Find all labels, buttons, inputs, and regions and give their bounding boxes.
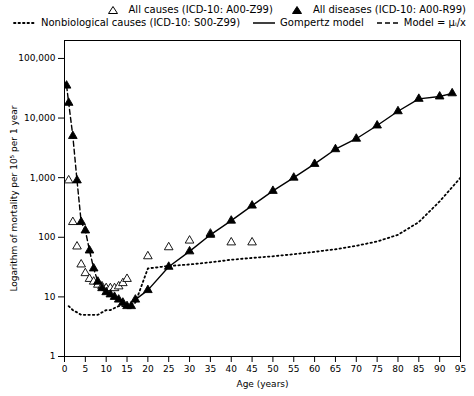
svg-text:30: 30	[184, 364, 196, 374]
svg-text:10: 10	[44, 292, 56, 302]
svg-text:95: 95	[455, 364, 466, 374]
svg-text:1: 1	[50, 351, 56, 361]
svg-text:20: 20	[142, 364, 154, 374]
html-text:Model = μᵢ/x: Model = μᵢ/x	[403, 17, 466, 28]
svg-text:10: 10	[100, 364, 112, 374]
svg-text:1,000: 1,000	[30, 173, 56, 183]
html-text:All causes (ICD-10: A00-Z99): All causes (ICD-10: A00-Z99)	[128, 4, 273, 15]
html-text:Gompertz model: Gompertz model	[280, 17, 364, 28]
html-text:All diseases (ICD-10: A00-R99): All diseases (ICD-10: A00-R99)	[312, 4, 466, 15]
svg-text:80: 80	[392, 364, 404, 374]
svg-text:50: 50	[267, 364, 279, 374]
svg-text:65: 65	[330, 364, 341, 374]
svg-text:10,000: 10,000	[24, 113, 56, 123]
svg-text:40: 40	[226, 364, 238, 374]
svg-text:100: 100	[38, 232, 55, 242]
html-text:Nonbiological causes (ICD-10:: Nonbiological causes (ICD-10: S00-Z99)	[41, 17, 241, 28]
svg-text:100,000: 100,000	[18, 53, 55, 63]
svg-text:45: 45	[246, 364, 257, 374]
svg-text:55: 55	[288, 364, 299, 374]
svg-text:5: 5	[82, 364, 88, 374]
svg-text:75: 75	[371, 364, 382, 374]
svg-text:0: 0	[62, 364, 68, 374]
svg-text:70: 70	[351, 364, 363, 374]
svg-text:60: 60	[309, 364, 321, 374]
svg-text:35: 35	[205, 364, 216, 374]
svg-text:85: 85	[413, 364, 424, 374]
svg-text:Age (years): Age (years)	[236, 379, 288, 389]
svg-text:Logarithm of mortality per 10⁵: Logarithm of mortality per 10⁵ per 1 yea…	[9, 105, 19, 291]
svg-text:15: 15	[121, 364, 132, 374]
svg-text:25: 25	[163, 364, 174, 374]
svg-text:90: 90	[434, 364, 446, 374]
